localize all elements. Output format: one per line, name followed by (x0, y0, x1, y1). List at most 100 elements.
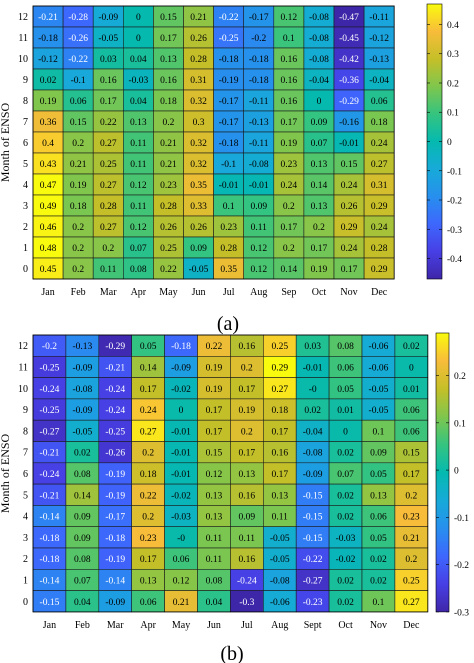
cell-value-label: -0.15 (303, 534, 323, 544)
cell-value-label: -0.05 (189, 265, 209, 275)
cell-value-label: 0.13 (311, 160, 328, 170)
cell-value-label: -0.14 (40, 576, 60, 586)
cell-value-label: 0.2 (163, 118, 175, 128)
cell-value-label: 0.19 (206, 363, 223, 373)
cell-value-label: -0.29 (105, 342, 125, 352)
cell-value-label: 0.2 (142, 513, 154, 523)
x-tick-label: Jul (241, 620, 253, 631)
cell-value-label: 0.13 (370, 491, 387, 501)
cell-value-label: 0.2 (102, 244, 114, 254)
heatmap-panel-1: -0.2 -0.13 -0.29 0.05 -0.18 0.22 0.16 0.25 0.03 0… (0, 332, 469, 663)
cell-value-label: 0 (136, 34, 141, 44)
cell-value-label: 0.24 (140, 406, 157, 416)
cell-value-label: -0.22 (68, 55, 88, 65)
cell-value-label: 0.02 (337, 449, 354, 459)
cell-value-label: -0.22 (219, 13, 239, 23)
cell-value-label: 0.11 (206, 534, 223, 544)
cell-value-label: 0.23 (140, 534, 157, 544)
cell-value-label: 0.12 (130, 181, 147, 191)
cell-value-label: 0.09 (239, 513, 256, 523)
cell-value-label: -0.17 (219, 97, 239, 107)
cell-value-label: 0.02 (370, 555, 387, 565)
cell-value-label: -0.09 (171, 363, 191, 373)
cell-value-label: 0.22 (140, 491, 157, 501)
cell-value-label: 0.17 (160, 34, 177, 44)
cell-value-label: 0.17 (403, 470, 420, 480)
plot-frame (32, 334, 429, 613)
y-axis-label: Month of ENSO (0, 103, 12, 183)
cell-value-label: -0.01 (171, 449, 191, 459)
colorbar (435, 332, 450, 613)
cell-value-label: 0.31 (190, 76, 207, 86)
cell-value-label: 0.13 (130, 118, 147, 128)
cell-value-label: -0.25 (40, 363, 60, 373)
heatmap-panel-0: -0.21 -0.28 -0.09 0 0.15 0.21 -0.22 -0.17 0.12 -0… (0, 3, 462, 335)
cell-value-label: 0.14 (311, 181, 328, 191)
cell-value-label: 0.2 (72, 244, 84, 254)
cell-value-label: 0.27 (403, 598, 420, 608)
cell-value-label: 0.09 (370, 449, 387, 459)
cell-value-label: -0.16 (339, 118, 359, 128)
x-tick-label: Oct (312, 287, 327, 298)
y-axis-label: Month of ENSO (0, 433, 12, 513)
cell-value-label: 0.1 (373, 427, 385, 437)
cell-value-label: 0.29 (371, 202, 388, 212)
cell-value-label: 0.15 (160, 13, 177, 23)
cell-value-label: 0.22 (206, 342, 223, 352)
cell-value-label: -0.01 (171, 470, 191, 480)
cell-value-label: -0.17 (249, 13, 269, 23)
colorbar-tick-label: 0.1 (447, 109, 459, 119)
y-tick-label: 0 (23, 264, 28, 275)
colorbar-tick-label: 0 (454, 467, 459, 477)
cell-value-label: 0.28 (190, 55, 207, 65)
cell-value-label: -0.28 (68, 13, 88, 23)
cell-value-label: -0.25 (219, 34, 239, 44)
cell-value-label: 0.2 (405, 491, 417, 501)
cell-value-label: 0.21 (160, 139, 177, 149)
cell-value-label: -0.21 (40, 449, 60, 459)
cell-value-label: 0.15 (341, 160, 358, 170)
cell-value-label: 0.08 (74, 470, 91, 480)
cell-value-label: 0.21 (173, 598, 190, 608)
y-tick-label: 10 (18, 384, 28, 395)
cell-value-label: 0.48 (40, 244, 57, 254)
y-tick-label: 9 (23, 75, 28, 86)
y-tick-label: 3 (23, 533, 28, 544)
x-tick-label: Nov (370, 620, 387, 631)
cell-value-label: -0.15 (303, 513, 323, 523)
x-tick-label: Jan (41, 287, 54, 298)
colorbar-tick-label: 0.3 (447, 50, 459, 60)
cell-value-label: 0.23 (403, 513, 420, 523)
cell-value-label: -0.17 (105, 513, 125, 523)
cell-value-label: 0.23 (281, 160, 298, 170)
cell-value-label: -0.22 (303, 555, 323, 565)
cell-value-label: 0.29 (271, 363, 288, 373)
cell-value-label: 0.24 (341, 244, 358, 254)
cell-value-label: -0.2 (251, 34, 266, 44)
cell-value-label: -0.18 (219, 139, 239, 149)
cell-value-label: 0.01 (337, 406, 354, 416)
cell-value-label: -0.11 (249, 97, 269, 107)
cell-value-label: 0.26 (190, 34, 207, 44)
cell-value-label: 0.06 (70, 97, 87, 107)
cell-value-label: 0.05 (370, 470, 387, 480)
cell-value-label: -0.13 (249, 118, 269, 128)
cell-value-label: 0.13 (206, 491, 223, 501)
cell-value-label: 0.14 (74, 491, 91, 501)
y-tick-label: 12 (18, 341, 28, 352)
x-tick-label: Aug (250, 287, 267, 298)
cell-value-label: 0.25 (271, 342, 288, 352)
cell-value-label: -0.05 (369, 385, 389, 395)
cell-value-label: 0.05 (337, 385, 354, 395)
cell-value-label: 0.2 (72, 223, 84, 233)
colorbar-tick-label: 0 (447, 138, 452, 148)
cell-value-label: -0.15 (303, 491, 323, 501)
y-tick-label: 9 (23, 405, 28, 416)
y-tick-label: 5 (23, 159, 28, 170)
cell-value-label: 0.15 (403, 449, 420, 459)
cell-value-label: 0.16 (281, 97, 298, 107)
cell-value-label: 0.16 (239, 342, 256, 352)
cell-value-label: -0.08 (303, 449, 323, 459)
x-tick-label: Sep (281, 287, 296, 298)
cell-value-label: 0.28 (220, 244, 237, 254)
